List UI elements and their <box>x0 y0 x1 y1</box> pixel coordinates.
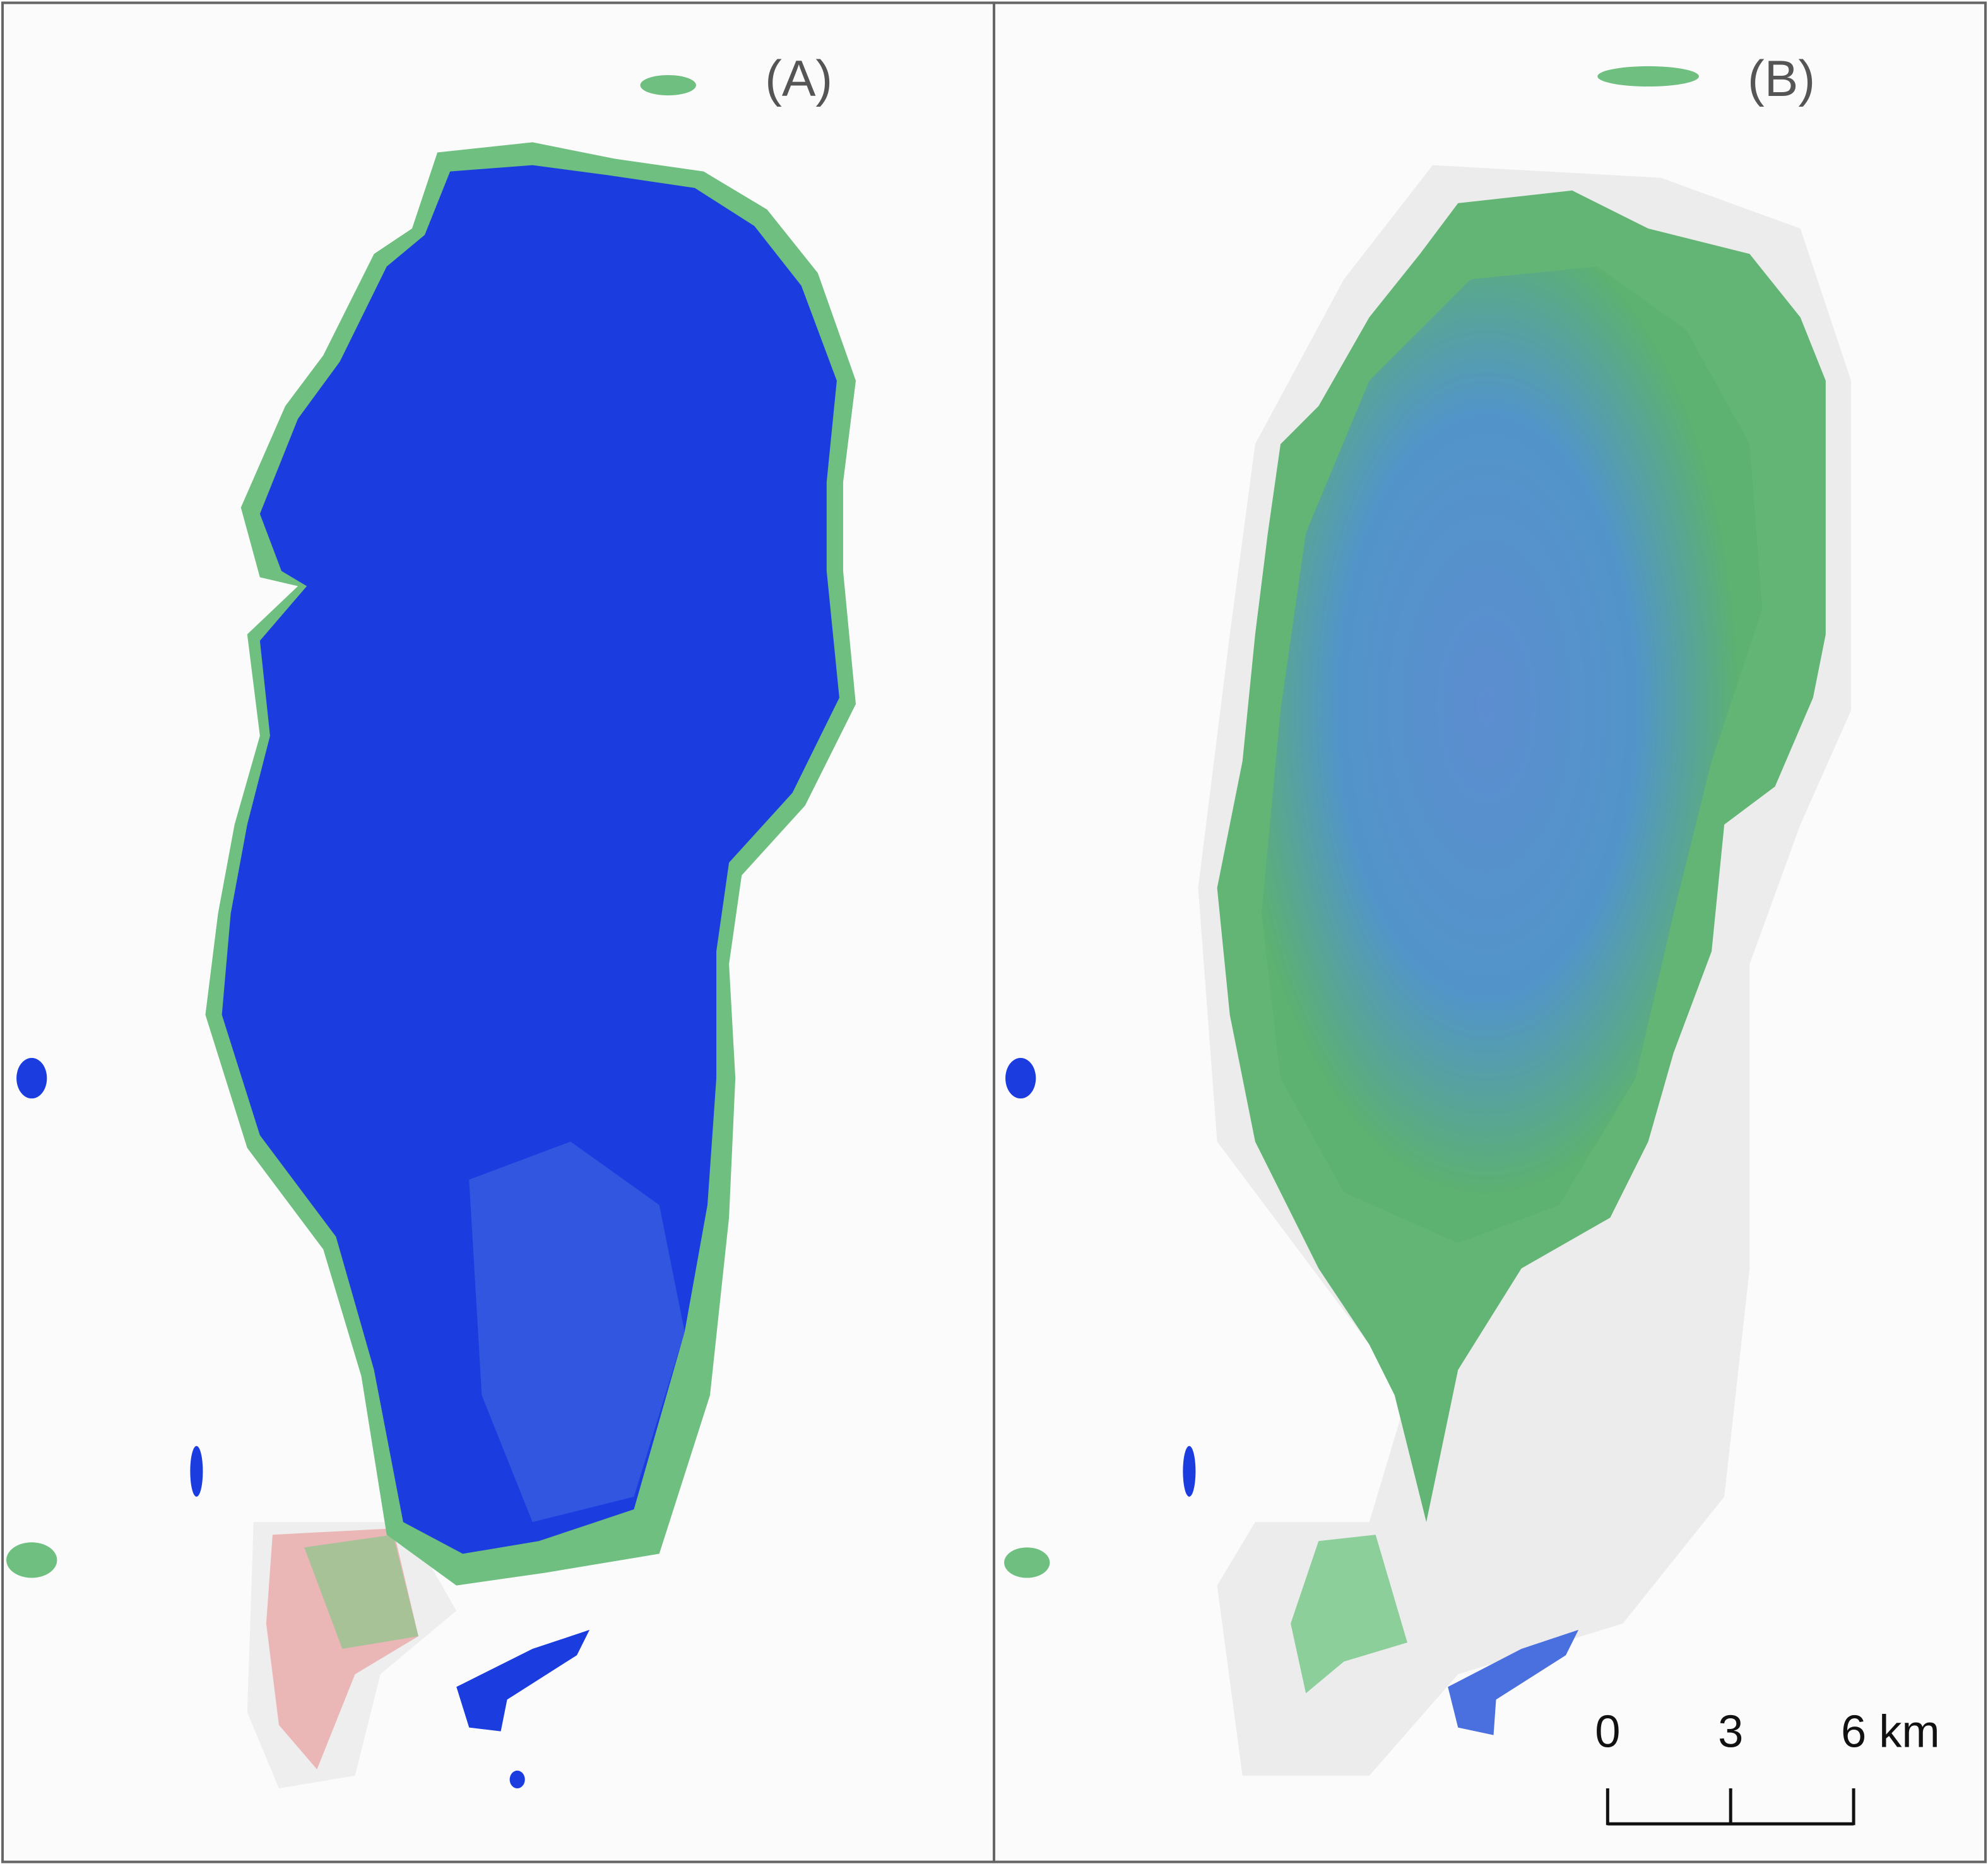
wetland-green <box>304 1535 418 1649</box>
pond <box>1004 1547 1050 1578</box>
pond <box>509 1770 525 1789</box>
lake-south-tip <box>1448 1629 1579 1735</box>
panel-b: (B) <box>992 1 1987 1863</box>
scale-label: 3 <box>1718 1707 1743 1757</box>
lake-water <box>222 165 839 1554</box>
scale-label: 6 km <box>1841 1707 1940 1757</box>
pond <box>1183 1446 1196 1497</box>
pond <box>190 1446 203 1497</box>
scale-bar: 0 3 6 km <box>1595 1707 1940 1826</box>
panel-a: (A) <box>1 1 996 1863</box>
pond <box>1005 1057 1036 1099</box>
wetland-green <box>1291 1535 1407 1694</box>
lake-water-mix <box>1261 266 1763 1244</box>
lake-south-tip <box>456 1629 590 1732</box>
pond <box>640 74 696 96</box>
pond <box>16 1057 47 1099</box>
scale-label: 0 <box>1595 1707 1620 1757</box>
panel-label: (B) <box>1748 51 1815 107</box>
lake-shallow <box>469 1141 685 1523</box>
panel-label: (A) <box>765 51 832 107</box>
pond <box>6 1542 57 1578</box>
pond <box>1597 66 1699 87</box>
